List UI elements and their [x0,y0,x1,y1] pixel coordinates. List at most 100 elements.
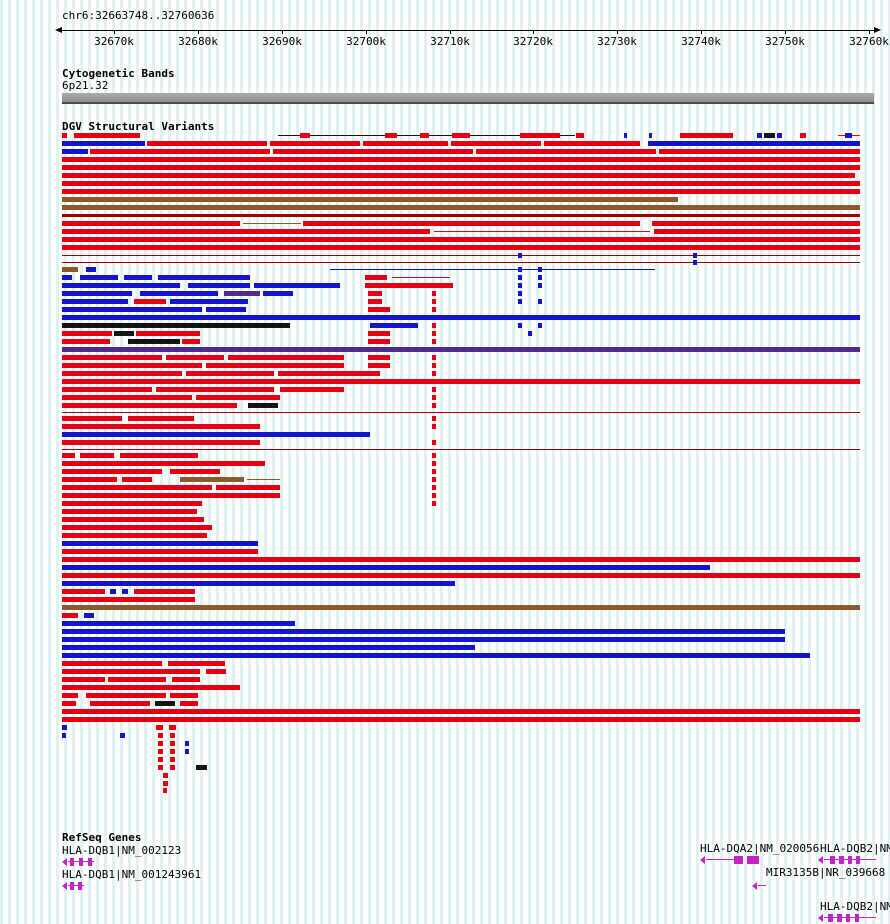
variant-segment[interactable] [432,477,436,482]
variant-segment[interactable] [432,339,436,344]
variant-segment[interactable] [62,387,152,392]
variant-segment[interactable] [757,133,762,138]
variant-segment[interactable] [120,453,198,458]
variant-segment[interactable] [432,440,436,445]
variant-segment[interactable] [62,323,290,328]
variant-segment[interactable] [392,277,450,278]
variant-segment[interactable] [90,701,150,706]
variant-segment[interactable] [303,221,640,226]
variant-segment[interactable] [62,701,76,706]
variant-segment[interactable] [62,205,860,210]
variant-segment[interactable] [62,685,240,690]
variant-segment[interactable] [136,331,200,336]
variant-segment[interactable] [86,693,166,698]
variant-segment[interactable] [158,275,250,280]
variant-segment[interactable] [452,133,470,138]
variant-segment[interactable] [62,355,162,360]
variant-segment[interactable] [432,461,436,466]
variant-segment[interactable] [110,589,116,594]
variant-segment[interactable] [170,693,198,698]
variant-segment[interactable] [432,371,436,376]
variant-segment[interactable] [254,283,340,288]
variant-segment[interactable] [365,283,453,288]
gene-exon[interactable] [855,914,859,922]
variant-segment[interactable] [62,469,162,474]
variant-segment[interactable] [278,371,380,376]
variant-segment[interactable] [434,231,650,232]
gene-exon[interactable] [856,856,860,864]
variant-segment[interactable] [62,197,678,202]
variant-segment[interactable] [134,299,166,304]
variant-segment[interactable] [168,661,225,666]
variant-segment[interactable] [62,255,860,256]
variant-segment[interactable] [62,440,260,445]
gene-exon[interactable] [846,914,850,922]
variant-segment[interactable] [518,253,522,258]
variant-segment[interactable] [108,677,166,682]
variant-segment[interactable] [216,485,280,490]
variant-segment[interactable] [62,237,860,242]
variant-segment[interactable] [652,221,860,226]
variant-segment[interactable] [62,517,204,522]
variant-segment[interactable] [180,701,198,706]
variant-segment[interactable] [62,725,67,730]
variant-segment[interactable] [538,275,542,280]
variant-segment[interactable] [62,395,192,400]
variant-segment[interactable] [62,669,200,674]
variant-segment[interactable] [432,355,436,360]
gene-exon[interactable] [848,856,852,864]
variant-segment[interactable] [518,299,522,304]
variant-segment[interactable] [538,283,542,288]
variant-segment[interactable] [385,133,397,138]
variant-segment[interactable] [170,299,248,304]
variant-segment[interactable] [518,323,522,328]
variant-segment[interactable] [170,765,175,770]
variant-segment[interactable] [62,307,202,312]
variant-segment[interactable] [432,469,436,474]
variant-segment[interactable] [62,416,122,421]
variant-segment[interactable] [420,133,429,138]
variant-segment[interactable] [74,133,140,138]
variant-segment[interactable] [368,363,390,368]
variant-segment[interactable] [62,412,860,413]
variant-segment[interactable] [654,229,860,234]
variant-segment[interactable] [624,133,627,138]
variant-segment[interactable] [62,501,202,506]
variant-segment[interactable] [62,565,710,570]
variant-segment[interactable] [368,291,382,296]
variant-segment[interactable] [62,347,860,352]
variant-segment[interactable] [538,267,542,272]
variant-segment[interactable] [170,733,175,738]
variant-segment[interactable] [432,387,436,392]
variant-segment[interactable] [800,133,806,138]
variant-segment[interactable] [432,331,436,336]
variant-segment[interactable] [659,149,860,154]
variant-segment[interactable] [62,424,260,429]
variant-segment[interactable] [62,733,66,738]
variant-segment[interactable] [62,371,182,376]
variant-segment[interactable] [370,323,418,328]
variant-segment[interactable] [206,363,344,368]
variant-segment[interactable] [368,339,390,344]
variant-segment[interactable] [62,267,78,272]
variant-segment[interactable] [247,479,280,480]
variant-segment[interactable] [170,757,175,762]
variant-segment[interactable] [128,416,194,421]
variant-segment[interactable] [62,509,197,514]
variant-segment[interactable] [147,141,267,146]
variant-segment[interactable] [62,165,860,170]
variant-segment[interactable] [122,589,128,594]
variant-segment[interactable] [62,485,212,490]
variant-segment[interactable] [158,757,163,762]
variant-segment[interactable] [520,133,560,138]
variant-segment[interactable] [62,629,785,634]
variant-segment[interactable] [62,557,860,562]
variant-segment[interactable] [62,363,202,368]
variant-segment[interactable] [163,773,168,778]
variant-segment[interactable] [122,477,152,482]
variant-segment[interactable] [476,149,656,154]
variant-segment[interactable] [62,709,860,714]
variant-segment[interactable] [62,525,212,530]
variant-segment[interactable] [62,283,180,288]
variant-segment[interactable] [648,141,860,146]
